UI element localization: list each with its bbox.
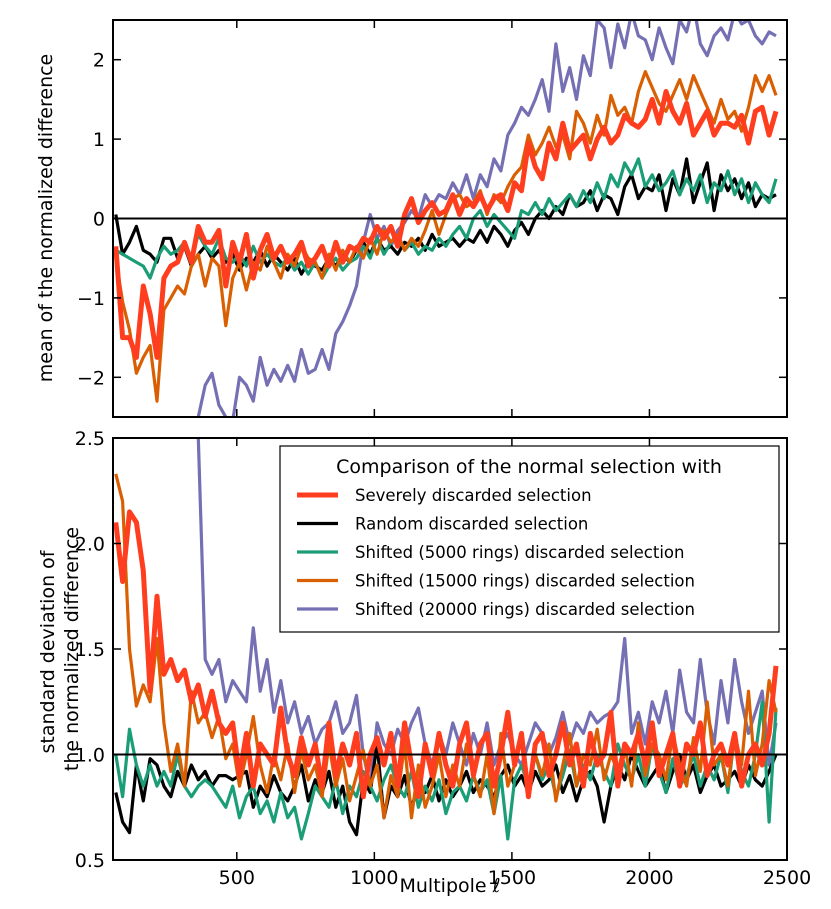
series-line-mean-3 — [114, 70, 778, 403]
legend-label: Random discarded selection — [355, 515, 588, 534]
x-tick-label: 2000 — [625, 867, 673, 889]
series-line-mean-0 — [113, 89, 779, 360]
series-line-std-4 — [196, 438, 778, 788]
y-tick-label: 2.5 — [75, 428, 105, 450]
x-tick-label: 2500 — [763, 867, 811, 889]
legend-label: Shifted (15000 rings) discarded selectio… — [355, 572, 695, 591]
series-line-std-2 — [114, 700, 778, 841]
ticks-mean: −2 −1 0 1 2 — [77, 20, 788, 417]
ticks-std: 500 1000 1500 2000 2500 0.5 1.0 1.5 2.0 2.5 — [75, 428, 811, 889]
legend-title: Comparison of the normal selection with — [336, 456, 722, 478]
legend-label: Shifted (5000 rings) discarded selection — [355, 543, 684, 562]
legend-entry: Random discarded selection — [297, 515, 588, 534]
y-tick-label: 0 — [93, 209, 105, 231]
legend-entry: Shifted (20000 rings) discarded selectio… — [297, 600, 695, 619]
legend-label: Shifted (20000 rings) discarded selectio… — [355, 600, 695, 619]
legend-entry: Shifted (5000 rings) discarded selection — [297, 543, 684, 562]
y-tick-label: 1.5 — [75, 639, 105, 661]
y-tick-label: 1.0 — [75, 745, 105, 767]
y-tick-label: −2 — [77, 367, 105, 389]
series-line-mean-1 — [114, 157, 777, 276]
x-tick-label: 1000 — [350, 867, 398, 889]
ylabel-std: standard deviation of the normalized dif… — [37, 527, 83, 771]
panel-std: 500 1000 1500 2000 2500 0.5 1.0 1.5 2.0 2.5 stand… — [37, 428, 811, 889]
series-line-mean-2 — [115, 157, 778, 280]
series-line-mean-4 — [196, 20, 777, 417]
series-line-std-3 — [114, 473, 778, 820]
legend-entry: Shifted (15000 rings) discarded selectio… — [297, 572, 695, 591]
y-tick-label: 1 — [93, 129, 105, 151]
panel-mean: −2 −1 0 1 2 mean of the normalized differenc… — [35, 19, 788, 418]
ylabel-mean: mean of the normalized difference — [35, 54, 57, 383]
series-group-mean — [113, 20, 779, 417]
y-tick-label: 2 — [93, 50, 105, 72]
legend-label: Severely discarded selection — [355, 486, 592, 505]
legend: Comparison of the normal selection with … — [279, 445, 780, 633]
y-tick-label: 2.0 — [75, 534, 105, 556]
y-tick-label: 0.5 — [75, 850, 105, 872]
legend-entry: Severely discarded selection — [297, 486, 592, 505]
legend-frame — [279, 445, 780, 633]
x-tick-label: 1500 — [488, 867, 536, 889]
y-tick-label: −1 — [77, 288, 105, 310]
xlabel: Multipole ℓ — [400, 875, 501, 897]
legend-entries: Severely discarded selection Random disca… — [297, 486, 695, 619]
x-tick-label: 500 — [219, 867, 255, 889]
